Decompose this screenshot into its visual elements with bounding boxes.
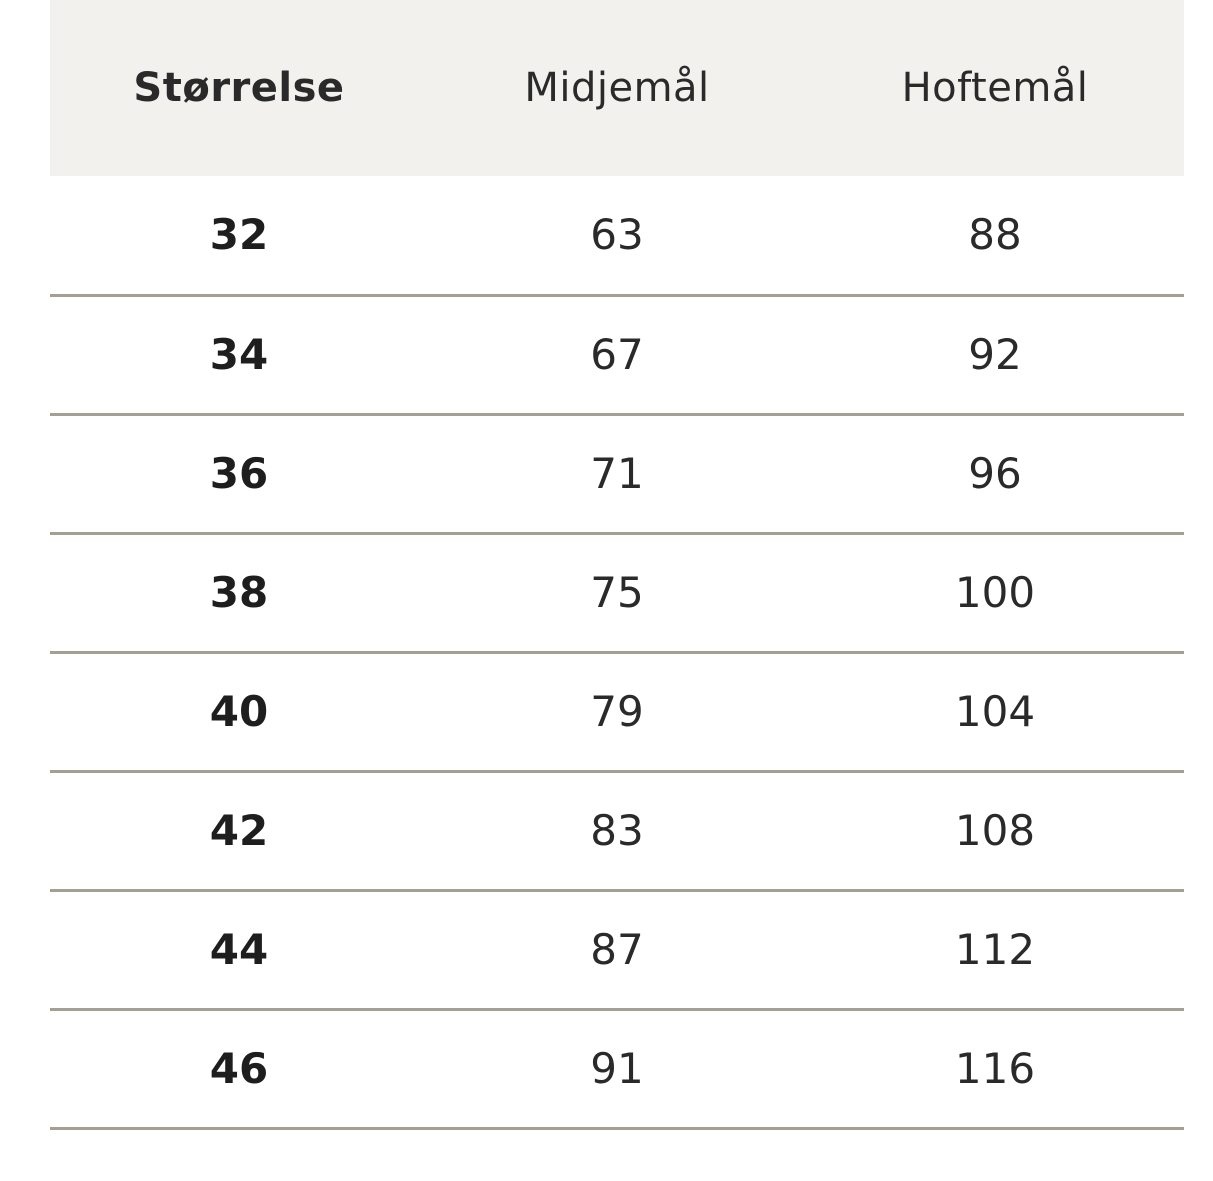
- measure-cell: 75: [590, 568, 644, 617]
- measure-cell: 108: [954, 806, 1036, 855]
- size-cell: 42: [209, 806, 269, 855]
- header-cell: Midjemål: [524, 65, 710, 111]
- header-cell: Hoftemål: [901, 65, 1089, 111]
- measure-cell: 92: [968, 330, 1022, 379]
- measure-cell: 100: [954, 568, 1036, 617]
- size-cell: 44: [209, 925, 269, 974]
- measure-cell: 88: [968, 210, 1022, 260]
- size-cell: 46: [209, 1044, 269, 1093]
- size-cell: 34: [209, 330, 269, 379]
- measure-cell: 112: [954, 925, 1036, 974]
- table-row: 34 67 92: [50, 295, 1184, 414]
- table-header: Størrelse Midjemål Hoftemål: [50, 0, 1184, 176]
- table-row: 40 79 104: [50, 652, 1184, 771]
- measure-cell: 91: [590, 1044, 644, 1093]
- measure-cell: 96: [968, 449, 1022, 498]
- table-body: 32 63 88 34 67 92 36 71 96 38 75 100 40 79 104 42 83 108 4…: [50, 176, 1184, 1128]
- measure-cell: 83: [590, 806, 644, 855]
- size-table-container: Størrelse Midjemål Hoftemål 32 63 88 34 67 92 36…: [50, 0, 1184, 1130]
- table-row: 32 63 88: [50, 176, 1184, 295]
- size-cell: 40: [209, 687, 269, 736]
- measure-cell: 116: [954, 1044, 1036, 1093]
- header-row: Størrelse Midjemål Hoftemål: [50, 0, 1184, 176]
- size-cell: 32: [209, 210, 269, 260]
- measure-cell: 67: [590, 330, 644, 379]
- measure-cell: 104: [954, 687, 1036, 736]
- table-row: 46 91 116: [50, 1009, 1184, 1128]
- size-cell: 38: [209, 568, 269, 617]
- table-row: 36 71 96: [50, 414, 1184, 533]
- table-row: 44 87 112: [50, 890, 1184, 1009]
- measure-cell: 71: [590, 449, 644, 498]
- table-row: 38 75 100: [50, 533, 1184, 652]
- size-table: Størrelse Midjemål Hoftemål 32 63 88 34 67 92 36…: [50, 0, 1184, 1130]
- size-cell: 36: [209, 449, 269, 498]
- header-cell: Størrelse: [133, 65, 345, 111]
- measure-cell: 79: [590, 687, 644, 736]
- measure-cell: 87: [590, 925, 644, 974]
- measure-cell: 63: [590, 210, 644, 260]
- table-row: 42 83 108: [50, 771, 1184, 890]
